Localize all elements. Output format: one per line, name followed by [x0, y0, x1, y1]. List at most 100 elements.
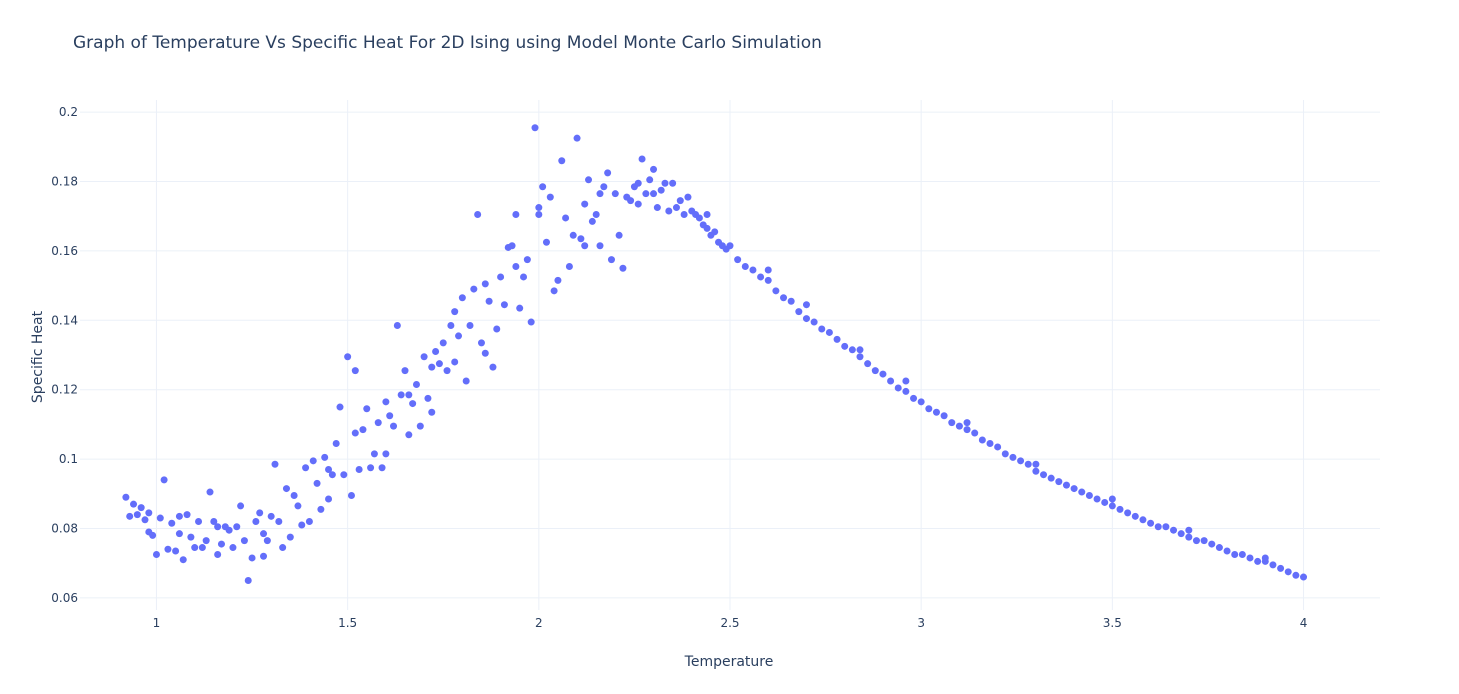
data-point	[290, 492, 298, 500]
data-point	[646, 176, 654, 184]
y-tick-label: 0.16	[51, 244, 78, 258]
data-point	[122, 493, 130, 501]
data-point	[336, 403, 344, 411]
data-point	[187, 533, 195, 541]
data-point	[856, 346, 864, 354]
data-point	[240, 537, 248, 545]
data-point	[772, 287, 780, 295]
data-point	[864, 360, 872, 368]
data-point	[802, 315, 810, 323]
data-point	[1108, 495, 1116, 503]
data-point	[634, 179, 642, 187]
data-point	[734, 256, 742, 264]
data-point	[703, 210, 711, 218]
data-point	[156, 514, 164, 522]
data-point	[554, 276, 562, 284]
data-point	[650, 165, 658, 173]
data-point	[294, 502, 302, 510]
data-point	[458, 294, 466, 302]
data-point	[527, 318, 535, 326]
data-point	[202, 537, 210, 545]
data-point	[653, 204, 661, 212]
data-point	[764, 266, 772, 274]
data-point	[565, 263, 573, 271]
data-point	[994, 443, 1002, 451]
data-point	[344, 353, 352, 361]
data-point	[252, 518, 260, 526]
data-point	[175, 512, 183, 520]
data-point	[550, 287, 558, 295]
data-point	[539, 183, 547, 191]
data-point	[305, 518, 313, 526]
data-point	[955, 422, 963, 430]
data-point	[263, 537, 271, 545]
data-point	[757, 273, 765, 281]
data-point	[749, 266, 757, 274]
data-point	[447, 322, 455, 330]
data-point	[1269, 561, 1277, 569]
x-tick-label: 1	[153, 616, 161, 630]
data-point	[833, 335, 841, 343]
data-point	[485, 297, 493, 305]
data-point	[313, 479, 321, 487]
data-point	[298, 521, 306, 529]
data-point	[359, 426, 367, 434]
data-point	[657, 186, 665, 194]
data-point	[470, 285, 478, 293]
data-point	[1208, 540, 1216, 548]
y-tick-label: 0.06	[51, 591, 78, 605]
data-point	[516, 304, 524, 312]
data-point	[325, 465, 333, 473]
data-point	[558, 157, 566, 165]
data-point	[282, 485, 290, 493]
data-point	[168, 519, 176, 527]
data-point	[638, 155, 646, 163]
data-point	[317, 505, 325, 513]
data-point	[1231, 550, 1239, 558]
data-point	[424, 394, 432, 402]
data-point	[512, 263, 520, 271]
data-point	[669, 179, 677, 187]
data-point	[879, 370, 887, 378]
data-point	[1032, 467, 1040, 475]
data-point	[133, 511, 141, 519]
data-point	[451, 358, 459, 366]
data-point	[351, 367, 359, 375]
data-point	[214, 550, 222, 558]
data-point	[581, 200, 589, 208]
data-point	[405, 431, 413, 439]
data-point	[902, 387, 910, 395]
data-point	[902, 377, 910, 385]
data-point	[695, 214, 703, 222]
y-tick-label: 0.18	[51, 175, 78, 189]
x-tick-label: 2.5	[720, 616, 739, 630]
data-point	[596, 190, 604, 198]
data-point	[237, 502, 245, 510]
data-point	[1062, 481, 1070, 489]
y-axis-title: Specific Heat	[30, 310, 46, 403]
data-point	[393, 322, 401, 330]
data-point	[374, 419, 382, 427]
data-point	[493, 325, 501, 333]
data-point	[401, 367, 409, 375]
data-point	[841, 342, 849, 350]
data-point	[1017, 457, 1025, 465]
data-point	[1001, 450, 1009, 458]
data-point	[481, 280, 489, 288]
data-point	[195, 518, 203, 526]
data-point	[1009, 453, 1017, 461]
data-point	[378, 464, 386, 472]
data-point	[1185, 533, 1193, 541]
data-point	[512, 210, 520, 218]
chart-title: Graph of Temperature Vs Specific Heat Fo…	[73, 33, 822, 53]
data-point	[634, 200, 642, 208]
data-point	[1124, 509, 1132, 517]
data-point	[214, 523, 222, 531]
data-point	[592, 210, 600, 218]
data-point	[474, 210, 482, 218]
data-point	[542, 238, 550, 246]
data-point	[546, 193, 554, 201]
data-point	[795, 308, 803, 316]
data-point	[940, 412, 948, 420]
data-point	[1200, 537, 1208, 545]
